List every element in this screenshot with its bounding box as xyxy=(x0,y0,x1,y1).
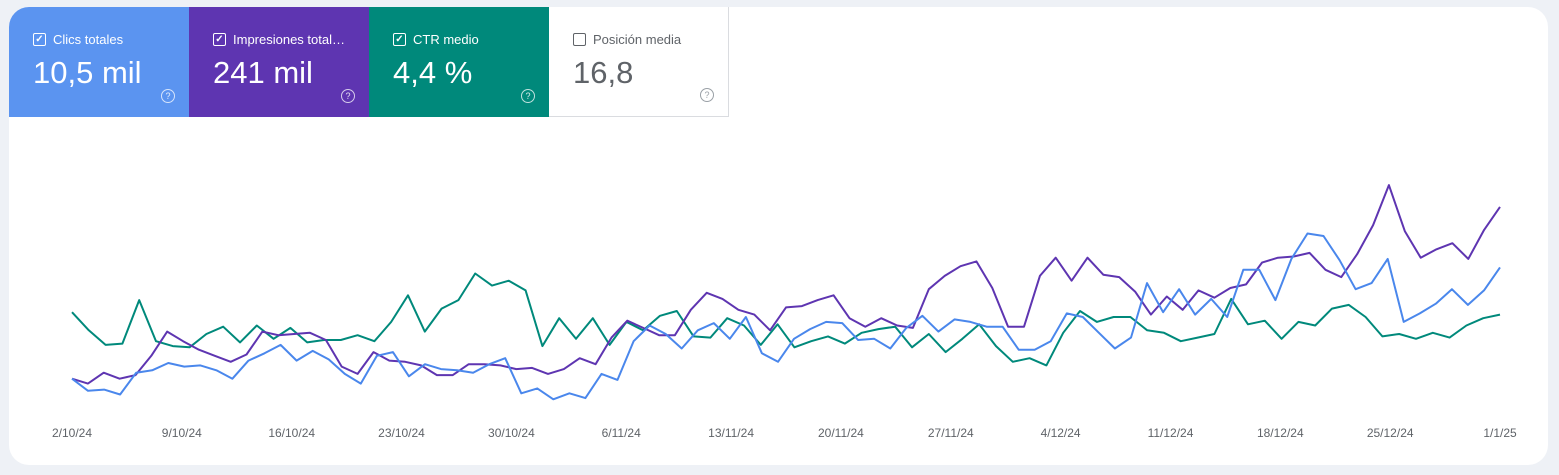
metric-tile-position[interactable]: Posición media 16,8 ? xyxy=(549,7,729,117)
x-tick-label: 23/10/24 xyxy=(378,426,425,440)
metric-value: 4,4 % xyxy=(393,55,473,90)
help-circle-icon[interactable]: ? xyxy=(341,89,355,103)
metric-label: CTR medio xyxy=(413,32,479,47)
metric-label: Clics totales xyxy=(53,32,124,47)
metric-value: 10,5 mil xyxy=(33,55,142,90)
x-tick-label: 11/12/24 xyxy=(1148,426,1194,440)
metric-value: 16,8 xyxy=(573,55,634,90)
metric-tiles: ✓ Clics totales 10,5 mil ? ✓ Impresiones… xyxy=(9,7,729,117)
series-line-ctr xyxy=(71,272,1501,367)
metric-value: 241 mil xyxy=(213,55,313,90)
x-tick-label: 9/10/24 xyxy=(162,426,202,440)
x-tick-label: 2/10/24 xyxy=(52,426,92,440)
metric-label: Impresiones total… xyxy=(233,32,345,47)
help-circle-icon[interactable]: ? xyxy=(161,89,175,103)
x-tick-label: 13/11/24 xyxy=(708,426,754,440)
performance-line-chart: 2/10/24 9/10/24 16/10/24 23/10/24 30/10/24 6/… xyxy=(52,184,1517,440)
series-line-impressions xyxy=(71,184,1501,385)
x-tick-label: 6/11/24 xyxy=(602,426,641,440)
series-line-clicks xyxy=(71,232,1501,401)
x-tick-label: 1/1/25 xyxy=(1483,426,1517,440)
x-tick-label: 18/12/24 xyxy=(1257,426,1304,440)
metric-tile-impressions[interactable]: ✓ Impresiones total… 241 mil ? xyxy=(189,7,369,117)
x-tick-label: 27/11/24 xyxy=(928,426,974,440)
checkbox-unchecked-icon[interactable] xyxy=(573,33,586,46)
x-tick-label: 4/12/24 xyxy=(1041,426,1081,440)
metric-label: Posición media xyxy=(593,32,682,47)
x-tick-label: 20/11/24 xyxy=(818,426,864,440)
checkbox-checked-icon[interactable]: ✓ xyxy=(213,33,226,46)
checkbox-checked-icon[interactable]: ✓ xyxy=(33,33,46,46)
metric-tile-clicks[interactable]: ✓ Clics totales 10,5 mil ? xyxy=(9,7,189,117)
checkbox-checked-icon[interactable]: ✓ xyxy=(393,33,406,46)
metric-tile-ctr[interactable]: ✓ CTR medio 4,4 % ? xyxy=(369,7,549,117)
x-tick-label: 30/10/24 xyxy=(488,426,535,440)
performance-card: ✓ Clics totales 10,5 mil ? ✓ Impresiones… xyxy=(9,7,1548,465)
help-circle-icon[interactable]: ? xyxy=(700,88,714,102)
x-tick-label: 16/10/24 xyxy=(268,426,315,440)
help-circle-icon[interactable]: ? xyxy=(521,89,535,103)
x-tick-label: 25/12/24 xyxy=(1367,426,1414,440)
